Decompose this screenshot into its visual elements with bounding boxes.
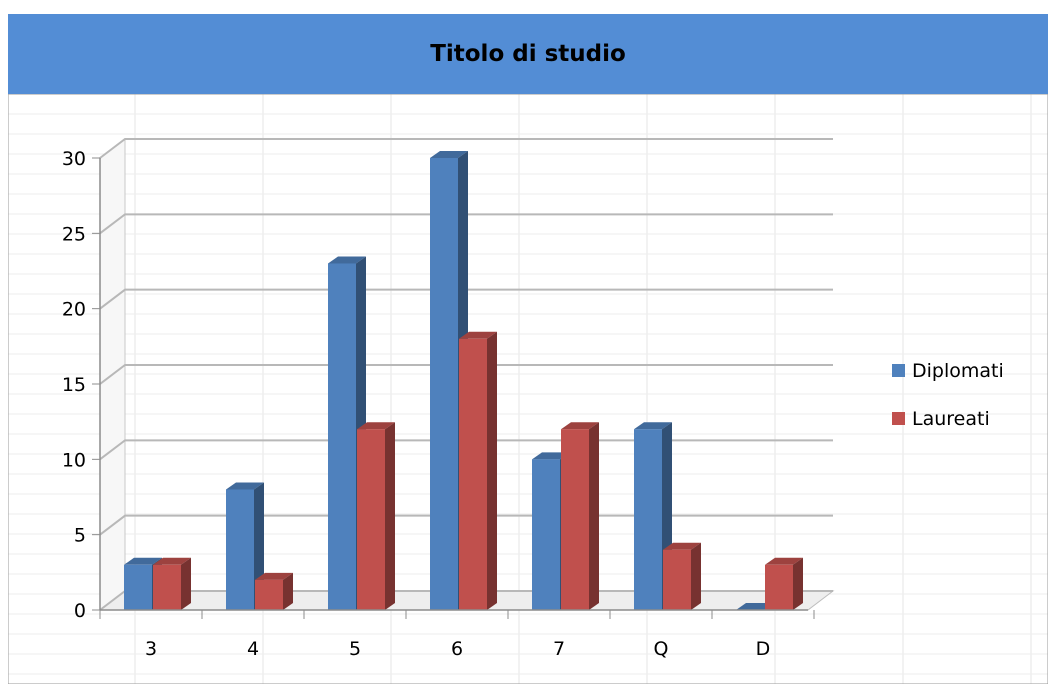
y-tick-label: 30 [62,148,86,170]
bar-top [736,603,774,610]
bar-laureati-Q [663,542,701,610]
x-tick-label: Q [654,638,669,660]
x-tick-label: 7 [553,638,565,660]
bar-laureati-D [765,557,803,610]
background-grid [7,93,1048,685]
bar-front [430,158,458,610]
gridline-20 [99,288,833,310]
bar-side [793,557,803,610]
y-tick-label: 15 [62,374,86,396]
chart-title-bar: Titolo di studio [8,14,1048,94]
bar-top [561,422,599,430]
bar-chart: 0 5 10 15 20 25 30 3 4 5 6 7 Q D Diplomati Laureati [7,93,1048,685]
bar-side [283,572,293,610]
bar-top [765,557,803,565]
x-tick-label: 4 [247,638,259,660]
legend-swatch [892,412,905,425]
bar-laureati-5 [357,422,395,610]
bar-side [691,542,701,610]
y-tick-label: 20 [62,299,86,321]
bar-laureati-7 [561,422,599,610]
bar-top [328,256,366,264]
legend-label: Laureati [912,408,990,430]
bar-front [357,429,385,610]
legend-item-laureati: Laureati [892,408,990,430]
legend-item-diplomati: Diplomati [892,360,1004,382]
bar-top [357,422,395,430]
bar-top [663,542,701,550]
bar-top [459,331,497,339]
x-tick-label: D [756,638,771,660]
bar-laureati-4 [255,572,293,610]
bar-side [589,422,599,610]
legend: Diplomati Laureati [892,360,1004,430]
bar-front [153,564,181,610]
bar-laureati-3 [153,557,191,610]
y-tick-label: 0 [74,600,86,622]
gridline-30 [99,138,833,159]
bar-top [532,452,570,460]
bar-top [226,482,264,490]
bar-front [765,564,793,610]
legend-label: Diplomati [912,360,1004,382]
x-tick-label: 3 [145,638,157,660]
chart-frame: 0 5 10 15 20 25 30 3 4 5 6 7 Q D Diplomati Laureati [7,93,1048,685]
bar-front [663,549,691,610]
bar-top [255,572,293,580]
bars [124,151,803,610]
bar-front [328,263,356,610]
legend-swatch [892,364,905,377]
bar-top [153,557,191,565]
gridline-25 [99,213,833,235]
y-tick-label: 10 [62,449,86,471]
x-tick-label: 5 [349,638,361,660]
bar-top [430,151,468,158]
bar-front [124,564,152,610]
bar-top [124,557,162,565]
bar-front [532,459,560,610]
chart-title: Titolo di studio [430,41,626,67]
bar-front [459,338,487,610]
bar-diplomati-D [736,603,774,610]
bar-side [181,557,191,610]
gridline-15 [99,364,833,385]
x-tick-label: 6 [451,638,463,660]
bar-laureati-6 [459,331,497,610]
bar-front [255,579,283,610]
bar-front [226,489,254,610]
bar-top [634,422,672,430]
y-tick-label: 25 [62,223,86,245]
bar-side [385,422,395,610]
axes: 3 4 5 6 7 Q D [99,158,815,660]
y-tick-label: 5 [74,525,86,547]
bar-side [487,331,497,610]
bar-front [634,429,662,610]
bar-front [561,429,589,610]
